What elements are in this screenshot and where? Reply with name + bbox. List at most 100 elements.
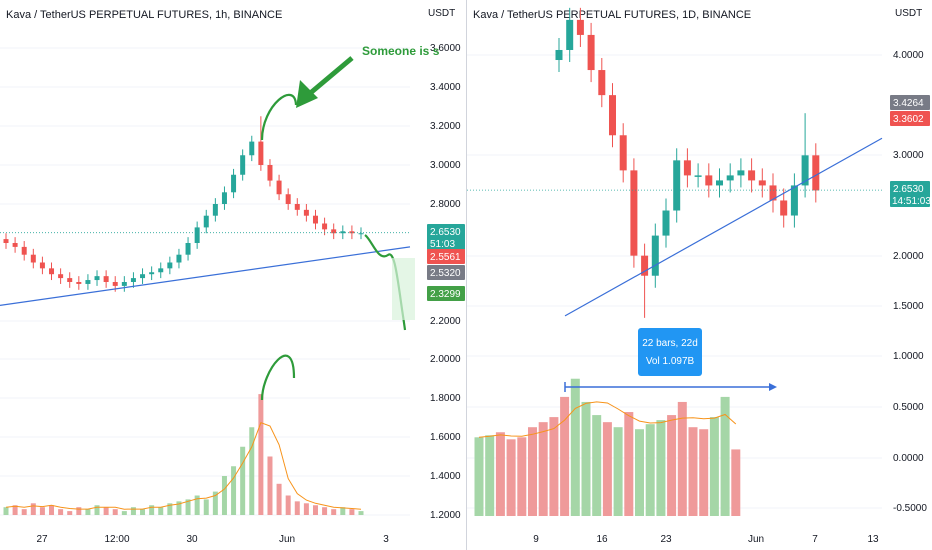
volume-bar — [149, 505, 155, 515]
price-tag-countdown: 51:03 — [430, 239, 455, 250]
candle-body — [673, 160, 681, 211]
volume-bar — [322, 507, 328, 515]
volume-bar — [549, 417, 559, 516]
candle-body — [130, 278, 136, 282]
price-tag — [890, 181, 930, 207]
measure-box — [638, 328, 702, 376]
candle-body — [103, 276, 109, 282]
x-tick-label: 30 — [186, 534, 198, 545]
candle-body — [331, 229, 337, 234]
volume-bar — [3, 507, 9, 515]
candle-body — [630, 170, 638, 256]
y-tick-label: 3.0000 — [893, 150, 924, 161]
volume-bar — [506, 439, 516, 516]
projection-area — [392, 258, 415, 320]
volume-bar — [267, 456, 273, 515]
volume-bar — [656, 420, 666, 516]
y-tick-label: 3.0000 — [430, 160, 461, 171]
volume-bar — [677, 401, 687, 516]
volume-bar — [645, 424, 655, 516]
candle-body — [694, 175, 702, 177]
volume-bar — [709, 417, 719, 516]
price-tag-countdown: 14:51:03 — [892, 196, 931, 207]
volume-bar — [39, 507, 45, 515]
volume-bar — [231, 466, 237, 515]
y-tick-label: 0.0000 — [893, 453, 924, 464]
chart-panel-1d[interactable]: Kava / TetherUS PERPETUAL FUTURES, 1D, B… — [467, 0, 932, 550]
candle-body — [140, 274, 146, 279]
price-tag-value: 3.3602 — [893, 114, 924, 125]
x-tick-label: Jun — [748, 534, 764, 545]
candle-body — [737, 170, 745, 176]
volume-bar — [635, 429, 644, 516]
volume-bar — [140, 509, 146, 515]
candle-body — [716, 180, 723, 186]
y-tick-label: 1.2000 — [430, 510, 461, 521]
volume-bar — [340, 507, 346, 515]
volume-bar — [85, 509, 91, 515]
annotation-arrowhead — [296, 80, 318, 108]
volume-bar — [312, 505, 318, 515]
candle-body — [312, 215, 318, 224]
volume-bar — [167, 503, 173, 515]
candle-body — [683, 160, 691, 176]
price-tag — [427, 224, 465, 250]
volume-bar — [495, 432, 505, 516]
y-tick-label: 3.2000 — [430, 121, 461, 132]
trend-line — [564, 137, 883, 317]
currency-label: USDT — [428, 8, 455, 19]
price-tag-value: 3.4264 — [893, 98, 924, 109]
candle-body — [748, 170, 756, 181]
measure-range-arrowhead — [769, 383, 777, 391]
candle-body — [49, 268, 55, 275]
volume-bar — [276, 483, 282, 515]
x-tick-label: 12:00 — [104, 534, 129, 545]
volume-bar — [699, 429, 709, 516]
volume-bar — [528, 427, 537, 516]
volume-bar — [221, 476, 227, 515]
candle-body — [276, 180, 282, 195]
volume-bar — [194, 495, 200, 515]
x-tick-label: 9 — [533, 534, 539, 545]
volume-bar — [121, 511, 127, 515]
chart-panel-1h[interactable]: Kava / TetherUS PERPETUAL FUTURES, 1h, B… — [0, 0, 467, 550]
candle-body — [812, 155, 820, 191]
candle-body — [221, 192, 227, 204]
volume-bar — [570, 378, 580, 516]
volume-bar — [358, 511, 364, 515]
y-tick-label: 1.8000 — [430, 393, 461, 404]
volume-bar — [538, 422, 548, 516]
volume-bar — [592, 415, 602, 516]
currency-label: USDT — [895, 8, 922, 19]
volume-bar — [130, 507, 136, 515]
candle-body — [249, 141, 255, 156]
volume-bar — [21, 509, 27, 515]
candle-body — [555, 49, 563, 61]
candle-body — [158, 268, 164, 273]
annotation-text: Someone is s — [362, 44, 440, 58]
chart-canvas-1d[interactable]: 4.0000 3.0000 2.0000 1.5000 1.0000 0.5000 0.00… — [467, 0, 932, 550]
volume-bar — [103, 507, 109, 515]
candle-body — [76, 282, 82, 284]
volume-bar — [474, 437, 484, 516]
price-tag — [427, 286, 465, 301]
candle-body — [212, 204, 218, 216]
candle-body — [3, 239, 9, 243]
candle-body — [30, 254, 36, 263]
candle-body — [67, 278, 73, 282]
price-tag — [890, 95, 930, 110]
price-tag-value: 2.6530 — [893, 184, 924, 195]
volume-bar — [176, 501, 182, 515]
candle-body — [726, 175, 734, 181]
y-tick-label: 3.4000 — [430, 82, 461, 93]
chart-canvas-1h[interactable]: 3.6000 3.4000 3.2000 3.0000 2.8000 2.2000 2.00… — [0, 0, 466, 550]
volume-bar — [158, 507, 164, 515]
candle-body — [94, 276, 100, 281]
y-tick-label: 3.6000 — [430, 43, 461, 54]
candle-body — [167, 262, 173, 269]
candle-body — [231, 174, 237, 193]
candle-body — [58, 274, 64, 279]
candle-body — [641, 255, 649, 276]
y-tick-label: 1.6000 — [430, 432, 461, 443]
y-tick-label: 2.8000 — [430, 199, 461, 210]
